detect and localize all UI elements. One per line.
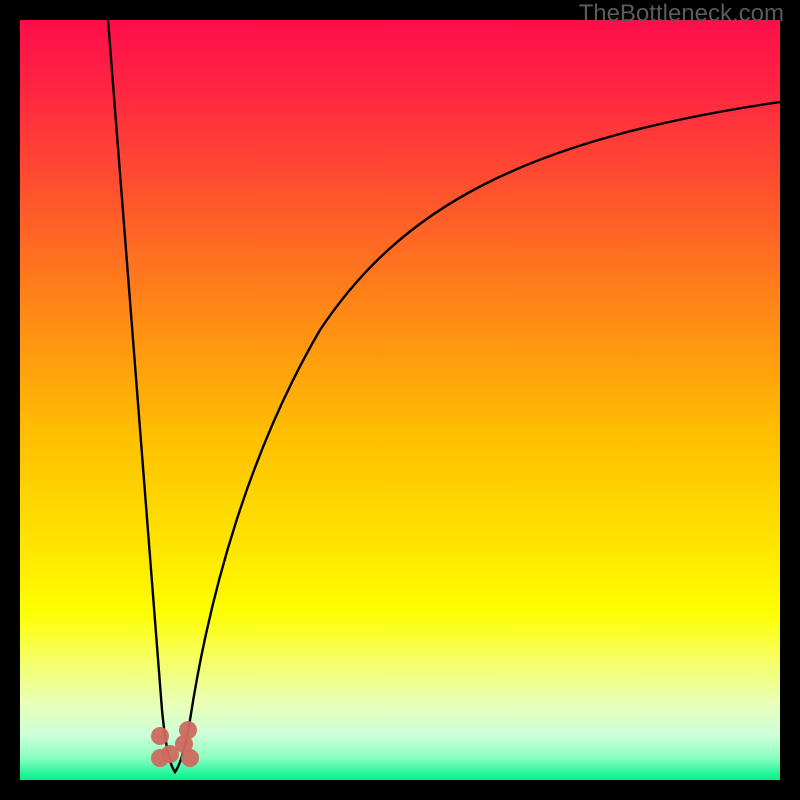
data-point-marker	[181, 749, 199, 767]
data-point-marker	[151, 727, 169, 745]
watermark-text: TheBottleneck.com	[579, 0, 784, 28]
chart-frame: TheBottleneck.com	[0, 0, 800, 800]
data-point-marker	[179, 721, 197, 739]
data-markers	[20, 20, 780, 780]
plot-area	[20, 20, 780, 780]
data-point-marker	[151, 749, 169, 767]
